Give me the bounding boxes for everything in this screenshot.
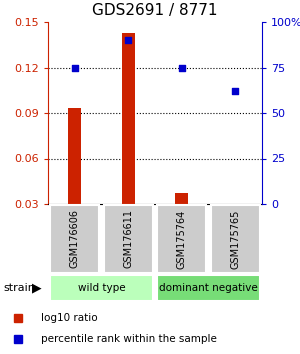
Text: dominant negative: dominant negative — [159, 283, 258, 293]
Bar — [211, 205, 260, 273]
Text: strain: strain — [3, 283, 35, 293]
Bar — [50, 275, 153, 301]
Bar — [122, 33, 135, 204]
Point — [126, 38, 131, 43]
Bar — [103, 205, 153, 273]
Text: percentile rank within the sample: percentile rank within the sample — [41, 334, 217, 344]
Bar — [50, 205, 99, 273]
Text: wild type: wild type — [78, 283, 125, 293]
Text: log10 ratio: log10 ratio — [41, 313, 98, 323]
Title: GDS2691 / 8771: GDS2691 / 8771 — [92, 3, 218, 18]
Bar — [175, 193, 188, 204]
Text: GSM175764: GSM175764 — [177, 209, 187, 269]
Point — [72, 65, 77, 70]
Point — [233, 88, 238, 94]
Bar — [157, 205, 206, 273]
Text: GSM176606: GSM176606 — [70, 210, 80, 268]
Point — [179, 65, 184, 70]
Text: ▶: ▶ — [32, 281, 42, 295]
Bar — [68, 108, 81, 204]
Text: GSM176611: GSM176611 — [123, 210, 133, 268]
Bar — [157, 275, 260, 301]
Text: GSM175765: GSM175765 — [230, 209, 240, 269]
